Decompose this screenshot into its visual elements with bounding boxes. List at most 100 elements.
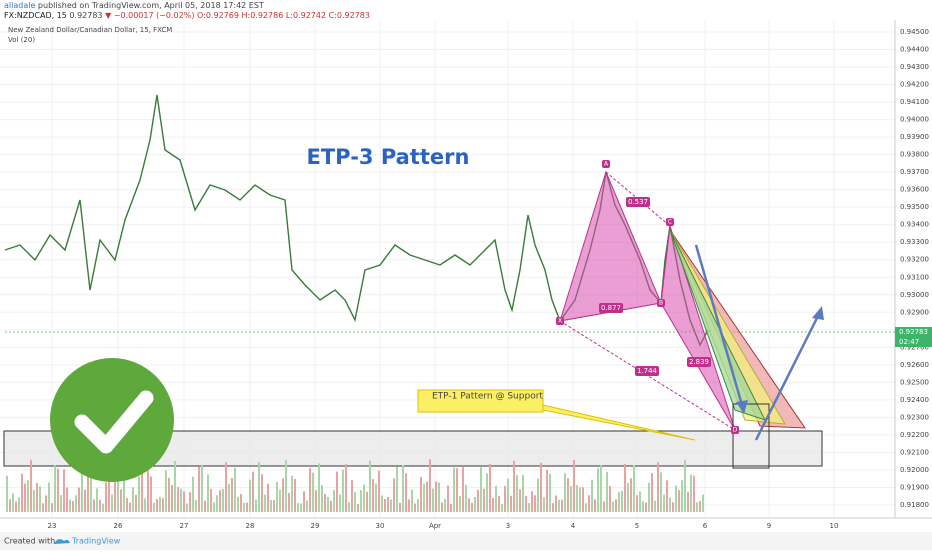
volume-bar xyxy=(687,491,689,512)
volume-bar xyxy=(111,494,113,512)
volume-bar xyxy=(18,497,20,512)
volume-bar xyxy=(465,484,467,512)
volume-bar xyxy=(486,473,488,512)
volume-bar xyxy=(210,489,212,512)
volume-bar xyxy=(141,462,143,512)
price-tick-label: 0.92200 xyxy=(900,431,929,439)
volume-bar xyxy=(261,474,263,512)
price-tick-label: 0.92100 xyxy=(900,448,929,456)
volume-bar xyxy=(342,469,344,512)
volume-bar xyxy=(120,489,122,512)
volume-bar xyxy=(483,488,485,512)
volume-bar xyxy=(510,495,512,512)
date-tick-label: 5 xyxy=(635,522,639,530)
volume-bar xyxy=(609,485,611,512)
footer-created: Created with xyxy=(4,537,55,546)
volume-bar xyxy=(21,473,23,512)
volume-bar xyxy=(189,492,191,512)
volume-bar xyxy=(339,494,341,512)
date-tick-label: Apr xyxy=(429,522,441,530)
volume-bar xyxy=(636,495,638,512)
volume-bar xyxy=(234,467,236,512)
footer-brand[interactable]: TradingView xyxy=(71,537,121,546)
volume-bar xyxy=(543,497,545,512)
volume-bar xyxy=(114,460,116,512)
volume-bar xyxy=(147,470,149,512)
brand-logo xyxy=(54,539,70,544)
change: ▼ −0.00017 (−0.02%) xyxy=(105,11,194,20)
volume-bar xyxy=(438,482,440,512)
volume-bar xyxy=(576,485,578,512)
volume-bar xyxy=(90,465,92,512)
volume-bar xyxy=(273,500,275,512)
volume-bar xyxy=(612,501,614,512)
volume-bar xyxy=(282,478,284,512)
volume-bar xyxy=(651,473,653,512)
volume-bar xyxy=(522,475,524,512)
volume-bar xyxy=(315,490,317,512)
volume-bar xyxy=(501,503,503,512)
volume-bar xyxy=(594,499,596,512)
volume-bar xyxy=(123,478,125,512)
volume-bar xyxy=(231,477,233,512)
published: published on TradingView.com, April 05, … xyxy=(38,1,264,10)
volume-bar xyxy=(588,495,590,512)
volume-bar xyxy=(330,500,332,512)
volume-bar xyxy=(117,476,119,512)
volume-bar xyxy=(81,465,83,512)
arrow-down xyxy=(694,244,746,413)
price-tick-label: 0.94100 xyxy=(900,98,929,106)
volume-bar xyxy=(537,478,539,512)
volume-bar xyxy=(624,463,626,512)
volume-bar xyxy=(573,459,575,512)
volume-bar xyxy=(447,485,449,512)
price-tick-label: 0.92600 xyxy=(900,361,929,369)
date-tick-label: 23 xyxy=(48,522,57,530)
volume-bar xyxy=(9,499,11,512)
volume-bar xyxy=(453,467,455,512)
volume-bar xyxy=(702,494,704,512)
point-label: D xyxy=(733,427,738,434)
volume-bar xyxy=(249,479,251,512)
volume-bar xyxy=(381,495,383,512)
volume-bar xyxy=(51,503,53,512)
volume-bar xyxy=(243,502,245,512)
price-tick-label: 0.93500 xyxy=(900,203,929,211)
volume-bar xyxy=(597,468,599,512)
volume-bar xyxy=(105,482,107,512)
volume-bar xyxy=(489,463,491,512)
volume-bar xyxy=(519,489,521,512)
volume-bar xyxy=(186,503,188,512)
volume-bar xyxy=(126,498,128,512)
volume-bar xyxy=(258,462,260,512)
volume-bar xyxy=(690,474,692,512)
volume-bar xyxy=(564,473,566,512)
date-tick-label: 27 xyxy=(180,522,189,530)
volume-bar xyxy=(627,483,629,512)
volume-bar xyxy=(351,479,353,512)
volume-bar xyxy=(174,460,176,512)
volume-bar xyxy=(48,482,50,512)
volume-bar xyxy=(24,483,26,512)
ratio-label: 2.839 xyxy=(689,358,709,366)
volume-bar xyxy=(471,502,473,512)
volume-bar xyxy=(663,494,665,512)
volume-bar xyxy=(390,499,392,512)
volume-bar xyxy=(207,474,209,512)
volume-bar xyxy=(129,502,131,512)
volume-bar xyxy=(504,485,506,512)
volume-bar xyxy=(144,498,146,512)
volume-bar xyxy=(639,491,641,512)
price-tag xyxy=(895,327,932,337)
volume-bar xyxy=(462,467,464,512)
price-tick-label: 0.94000 xyxy=(900,116,929,124)
header-line2: FX:NZDCAD, 15 0.92783 ▼ −0.00017 (−0.02%… xyxy=(4,11,370,20)
volume-bar xyxy=(195,499,197,512)
volume-bar xyxy=(228,483,230,512)
author[interactable]: alladale xyxy=(4,1,35,10)
volume-bar xyxy=(108,477,110,512)
ratio-label: 0.537 xyxy=(628,198,648,206)
check-mark xyxy=(74,390,154,454)
price-tick-label: 0.93000 xyxy=(900,291,929,299)
volume-bar xyxy=(666,480,668,512)
